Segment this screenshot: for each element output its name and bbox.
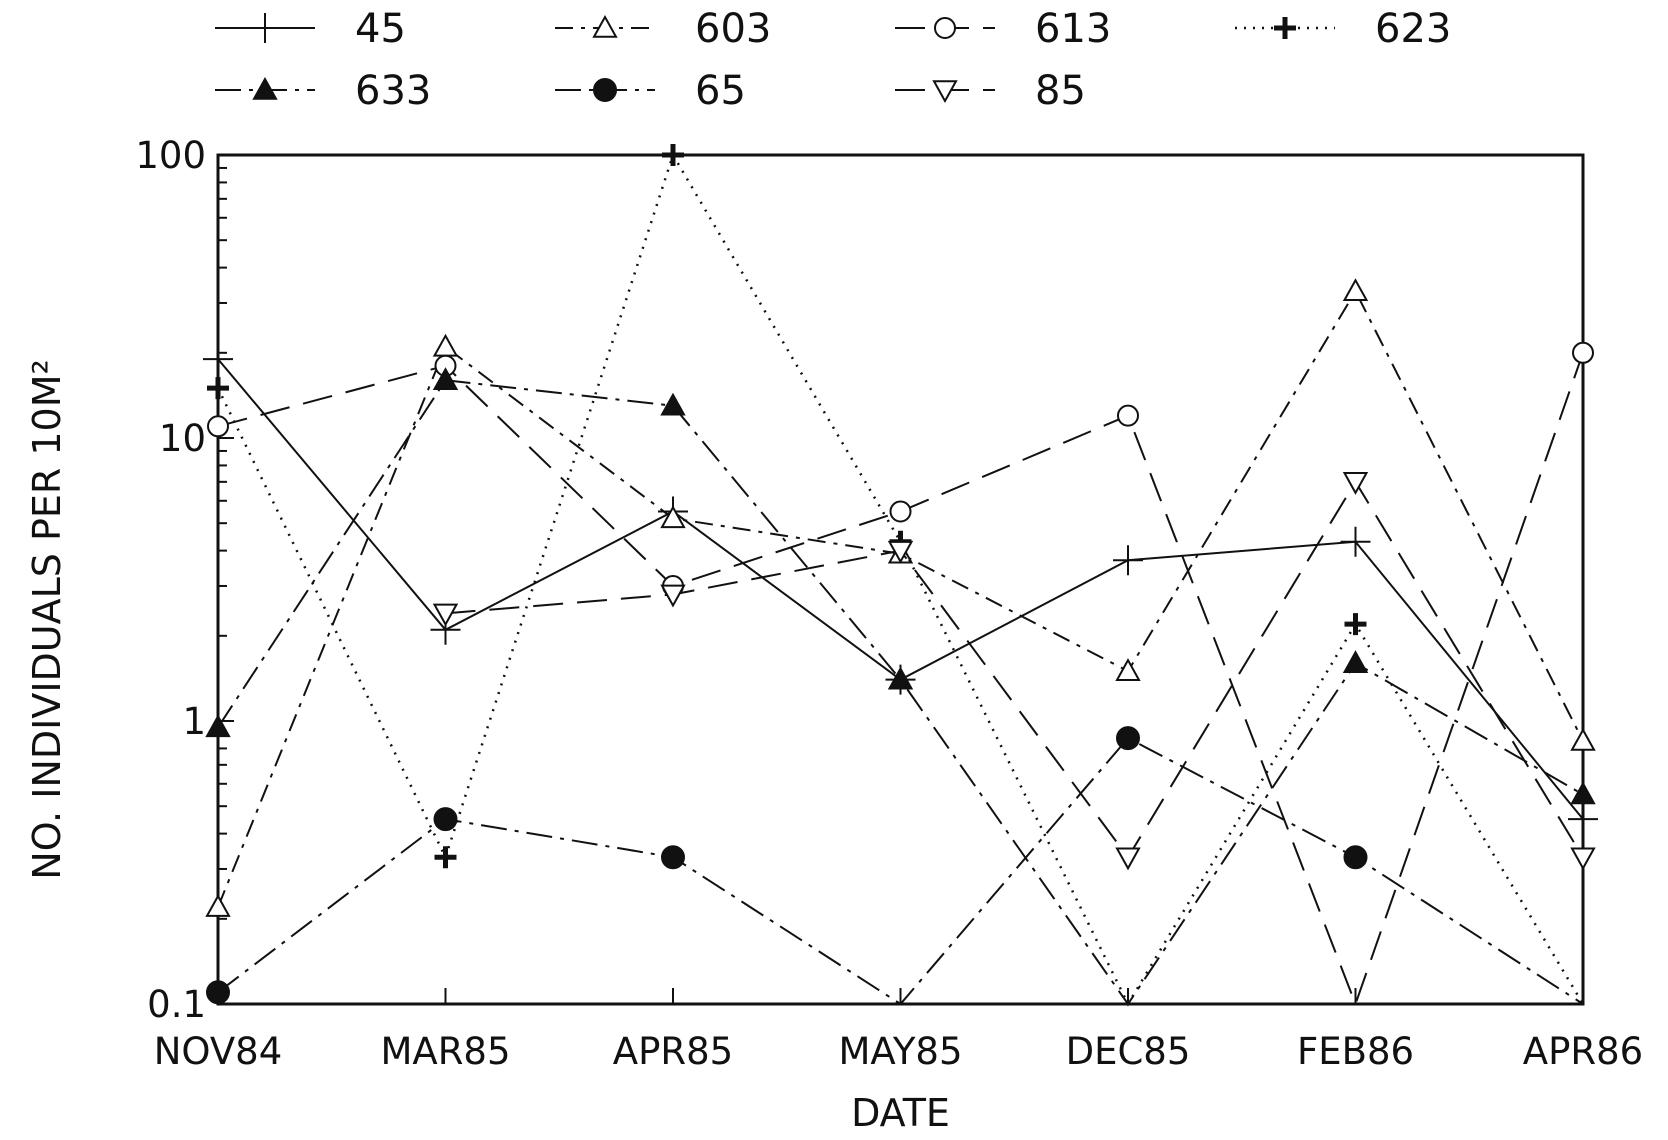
legend-label-603: 603 <box>695 6 771 52</box>
plot-area: 0.1 1 10 100 NOV84 MAR85 APR85 MAY85 DEC85 FEB86… <box>135 134 1643 1073</box>
series-623 <box>207 144 1585 1007</box>
data-point-603 <box>1570 727 1596 751</box>
data-point-633 <box>887 666 914 690</box>
legend-marker-45 <box>250 13 280 43</box>
data-point-603 <box>1115 658 1141 681</box>
legend-marker-65 <box>593 78 617 102</box>
series-line-45 <box>217 358 1584 820</box>
x-tick-label: FEB86 <box>1297 1030 1414 1073</box>
x-tick-label: DEC85 <box>1066 1030 1191 1073</box>
series-633 <box>205 367 1596 1006</box>
legend-item-603: 603 <box>555 6 771 52</box>
data-point-85 <box>887 540 914 564</box>
legend-item-633: 633 <box>215 68 431 114</box>
legend-item-85: 85 <box>895 68 1086 114</box>
series-line-623 <box>216 151 1585 1007</box>
data-point-85 <box>660 584 686 608</box>
data-point-633 <box>1342 650 1369 674</box>
data-point-45 <box>1568 804 1598 835</box>
legend-item-623: 623 <box>1235 6 1451 52</box>
data-point-633 <box>660 392 686 416</box>
legend-item-65: 65 <box>555 68 746 114</box>
data-point-65 <box>433 807 458 832</box>
x-tick-label: APR85 <box>613 1030 733 1073</box>
series-group <box>203 144 1598 1007</box>
legend-label-623: 623 <box>1375 6 1451 52</box>
data-point-85 <box>432 603 459 627</box>
legend-label-633: 633 <box>355 68 431 114</box>
legend-marker-613 <box>934 17 956 39</box>
series-603 <box>205 278 1596 917</box>
data-point-65 <box>1343 845 1368 870</box>
data-point-45 <box>1113 545 1143 576</box>
data-point-613 <box>1572 341 1594 364</box>
y-tick-label: 0.1 <box>147 983 206 1026</box>
legend-label-85: 85 <box>1035 68 1086 114</box>
data-point-633 <box>205 714 231 738</box>
legend-item-613: 613 <box>895 6 1111 52</box>
data-point-623 <box>207 377 229 400</box>
series-65 <box>206 726 1584 1006</box>
data-point-633 <box>432 367 459 391</box>
legend-marker-623 <box>1274 17 1296 39</box>
data-point-623 <box>1344 613 1367 636</box>
y-tick-label: 1 <box>182 700 206 743</box>
plot-frame <box>216 153 1585 1006</box>
x-axis-title: DATE <box>851 1091 950 1135</box>
series-line-603 <box>217 289 1584 908</box>
x-axis-ticks: NOV84 MAR85 APR85 MAY85 DEC85 FEB86 APR86 <box>154 988 1643 1073</box>
series-line-85 <box>445 479 1584 860</box>
data-point-65 <box>1116 726 1140 751</box>
x-tick-label: NOV84 <box>154 1030 283 1073</box>
data-point-45 <box>1340 526 1371 557</box>
x-tick-label: APR86 <box>1523 1030 1643 1073</box>
data-point-613 <box>1117 404 1139 427</box>
legend-marker-85 <box>932 80 958 104</box>
data-point-45 <box>203 344 233 375</box>
data-point-85 <box>1342 472 1369 495</box>
legend-label-45: 45 <box>355 6 406 52</box>
x-tick-label: MAR85 <box>380 1030 510 1073</box>
data-point-623 <box>434 846 457 869</box>
data-point-613 <box>207 415 229 438</box>
data-point-65 <box>206 980 230 1005</box>
data-point-633 <box>1570 781 1596 805</box>
legend: 45 603 613 623 633 65 85 <box>215 6 1451 114</box>
x-tick-label: MAY85 <box>838 1030 962 1073</box>
y-axis-ticks: 0.1 1 10 100 <box>135 134 234 1026</box>
data-point-603 <box>660 505 686 529</box>
y-tick-label: 10 <box>159 417 206 460</box>
legend-label-613: 613 <box>1035 6 1111 52</box>
series-45 <box>203 344 1598 835</box>
legend-item-45: 45 <box>215 6 406 52</box>
data-point-603 <box>1342 278 1369 302</box>
data-point-65 <box>661 845 685 870</box>
legend-marker-603 <box>592 14 618 38</box>
data-point-613 <box>889 500 912 523</box>
legend-label-65: 65 <box>695 68 746 114</box>
y-axis-title: NO. INDIVIDUALS PER 10M² <box>25 359 69 879</box>
legend-marker-633 <box>252 76 278 100</box>
data-point-603 <box>432 333 459 357</box>
y-tick-label: 100 <box>135 134 206 177</box>
series-85 <box>432 472 1596 871</box>
data-point-85 <box>1115 847 1141 871</box>
data-point-623 <box>662 144 684 166</box>
series-line-65 <box>217 736 1584 1006</box>
data-point-85 <box>1570 847 1596 871</box>
data-point-603 <box>205 894 231 917</box>
